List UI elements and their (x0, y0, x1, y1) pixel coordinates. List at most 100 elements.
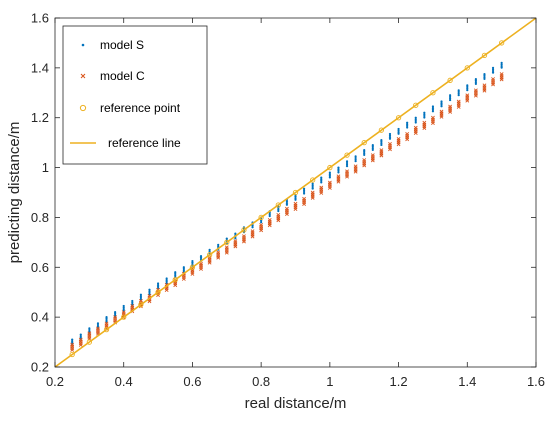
model-s-point (294, 195, 297, 198)
model-s-point (457, 90, 460, 93)
reference-point (447, 77, 453, 83)
model-s-point (457, 93, 460, 97)
model-c-point (336, 179, 341, 184)
model-c-point (284, 212, 289, 217)
model-s-point (431, 106, 435, 110)
x-tick-label: 1 (326, 374, 333, 389)
model-s-point (406, 124, 409, 127)
model-s-point (406, 126, 409, 129)
model-s-point (483, 77, 486, 80)
series-model-C (70, 72, 504, 352)
model-c-point (310, 195, 315, 200)
model-s-point (311, 184, 314, 187)
model-s-point (105, 317, 108, 320)
model-s-point (79, 336, 82, 339)
model-s-point (354, 158, 357, 161)
model-s-point (182, 269, 185, 272)
model-s-point (388, 137, 392, 140)
reference-point (172, 277, 178, 283)
x-tick-label: 0.8 (252, 374, 270, 389)
model-s-point (199, 254, 203, 258)
model-s-point (423, 113, 426, 116)
model-c-point (207, 260, 212, 265)
model-s-point (156, 283, 160, 287)
model-s-point (449, 94, 452, 97)
legend-label: reference point (100, 101, 181, 115)
model-s-point (217, 245, 220, 248)
model-s-point (268, 213, 271, 216)
model-c-point (465, 98, 470, 103)
model-c-point (379, 153, 384, 158)
model-c-point (327, 186, 332, 190)
reference-point (327, 164, 333, 171)
model-s-point (148, 290, 151, 293)
model-s-point (96, 323, 100, 327)
model-s-point (440, 100, 443, 103)
chart-marks (54, 17, 537, 368)
reference-point (121, 314, 127, 320)
model-c-point (499, 77, 504, 82)
model-s-point (414, 116, 417, 119)
model-c-point (456, 104, 461, 109)
model-s-point (139, 295, 142, 298)
model-s-point (302, 187, 306, 190)
model-s-point (225, 237, 228, 240)
reference-point (481, 52, 488, 59)
series-reference-point (69, 40, 505, 358)
legend-box (62, 25, 208, 165)
model-c-point (388, 147, 392, 152)
reference-point (464, 65, 470, 71)
model-s-point (208, 248, 211, 251)
model-s-point (294, 197, 297, 200)
reference-point (275, 202, 281, 208)
model-c-point (396, 142, 401, 147)
y-tick-label: 1 (42, 160, 49, 175)
model-s-point (139, 296, 142, 300)
model-s-point (388, 136, 392, 139)
model-s-point (260, 219, 263, 222)
model-c-point (276, 218, 281, 223)
model-s-point (114, 312, 117, 315)
legend-item: model C (80, 69, 145, 83)
model-s-point (191, 261, 194, 264)
model-s-point (79, 333, 82, 336)
model-s-point (174, 271, 177, 274)
model-s-point (139, 293, 142, 296)
model-s-point (423, 114, 426, 118)
legend-item: reference point (79, 101, 181, 115)
model-s-point (466, 85, 469, 89)
model-s-point (302, 192, 306, 195)
axes-box (54, 17, 537, 368)
model-s-point (371, 144, 374, 147)
model-s-point (320, 176, 323, 179)
model-s-point (397, 132, 400, 135)
model-s-point (182, 266, 185, 269)
model-c-point (78, 343, 83, 347)
y-axis-label: predicting distance/m (6, 122, 23, 264)
model-s-point (88, 327, 91, 330)
model-s-point (337, 168, 340, 171)
model-s-point (337, 166, 340, 169)
chart-axes: 0.2 0.4 0.6 0.8 1 1.2 1.4 1.6 0.2 0.4 0.6 0.8 1 1.2 1.… (31, 11, 545, 390)
y-tick-label: 0.4 (31, 310, 49, 325)
reference-point (258, 214, 264, 221)
model-s-point (114, 314, 117, 317)
legend-label: reference line (108, 136, 181, 150)
y-tick-label: 0.8 (31, 210, 49, 225)
model-s-point (328, 176, 331, 179)
reference-point (395, 115, 402, 121)
model-c-point (173, 283, 178, 288)
x-tick-label: 0.2 (46, 374, 64, 389)
model-s-point (311, 185, 314, 189)
model-s-point (199, 256, 203, 259)
reference-point (378, 127, 385, 133)
model-s-point (380, 142, 383, 145)
reference-point (310, 177, 316, 183)
reference-point (189, 264, 196, 270)
model-s-point (294, 198, 297, 201)
model-s-point (406, 123, 409, 126)
model-s-point (217, 243, 220, 246)
model-s-point (474, 81, 477, 84)
